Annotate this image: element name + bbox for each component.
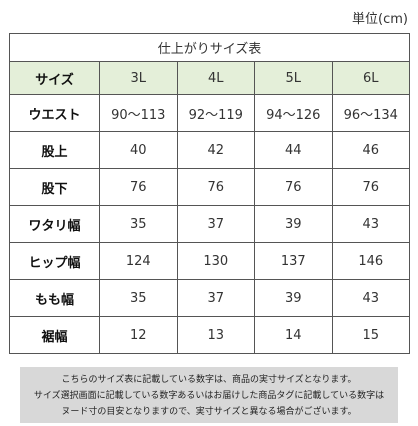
cell-value: 37 — [176, 205, 255, 243]
row-label-waist: ウエスト — [9, 94, 100, 132]
header-size-3l: 3L — [99, 61, 178, 95]
cell-value: 43 — [331, 205, 410, 243]
row-rise: 股上 40 42 44 46 — [9, 131, 410, 169]
row-label-inseam: 股下 — [9, 168, 100, 206]
size-table: 仕上がりサイズ表 サイズ 3L 4L 5L 6L ウエスト 90～113 92～… — [9, 33, 410, 354]
cell-value: 76 — [254, 168, 333, 206]
table-title: 仕上がりサイズ表 — [9, 33, 410, 62]
cell-value: 42 — [176, 131, 255, 169]
row-inseam: 股下 76 76 76 76 — [9, 168, 410, 206]
note-line: ヌード寸の目安となりますので、実寸サイズと異なる場合がございます。 — [61, 407, 357, 417]
cell-value: 76 — [176, 168, 255, 206]
cell-value: 44 — [254, 131, 333, 169]
cell-value: 15 — [331, 316, 410, 354]
row-label-thigh: もも幅 — [9, 279, 100, 317]
cell-value: 13 — [176, 316, 255, 354]
cell-value: 39 — [254, 279, 333, 317]
cell-value: 35 — [99, 279, 178, 317]
header-size-label: サイズ — [9, 61, 100, 95]
cell-value: 14 — [254, 316, 333, 354]
row-hem-width: 裾幅 12 13 14 15 — [9, 316, 410, 354]
header-size-5l: 5L — [254, 61, 333, 95]
row-hip-width: ヒップ幅 124 130 137 146 — [9, 242, 410, 280]
header-size-6l: 6L — [331, 61, 410, 95]
cell-value: 35 — [99, 205, 178, 243]
disclaimer-note: こちらのサイズ表に記載している数字は、商品の実寸サイズとなります。 サイズ選択画… — [20, 367, 398, 423]
cell-value: 39 — [254, 205, 333, 243]
row-label-rise: 股上 — [9, 131, 100, 169]
cell-value: 124 — [99, 242, 178, 280]
row-label-hip-width: ヒップ幅 — [9, 242, 100, 280]
cell-value: 94～126 — [254, 94, 333, 132]
row-label-thigh-width: ワタリ幅 — [9, 205, 100, 243]
header-size-4l: 4L — [176, 61, 255, 95]
row-thigh-width: ワタリ幅 35 37 39 43 — [9, 205, 410, 243]
unit-label: 単位(cm) — [352, 12, 408, 27]
row-waist: ウエスト 90～113 92～119 94～126 96～134 — [9, 94, 410, 132]
cell-value: 43 — [331, 279, 410, 317]
note-line: こちらのサイズ表に記載している数字は、商品の実寸サイズとなります。 — [61, 375, 357, 385]
row-thigh: もも幅 35 37 39 43 — [9, 279, 410, 317]
table-header-row: サイズ 3L 4L 5L 6L — [9, 61, 410, 95]
cell-value: 40 — [99, 131, 178, 169]
cell-value: 12 — [99, 316, 178, 354]
cell-value: 76 — [99, 168, 178, 206]
cell-value: 137 — [254, 242, 333, 280]
table-title-row: 仕上がりサイズ表 — [9, 33, 410, 62]
row-label-hem-width: 裾幅 — [9, 316, 100, 354]
note-line: サイズ選択画面に記載している数字あるいはお届けした商品タグに記載している数字は — [33, 391, 385, 401]
cell-value: 76 — [331, 168, 410, 206]
cell-value: 46 — [331, 131, 410, 169]
cell-value: 92～119 — [176, 94, 255, 132]
cell-value: 130 — [176, 242, 255, 280]
cell-value: 90～113 — [99, 94, 178, 132]
cell-value: 37 — [176, 279, 255, 317]
cell-value: 96～134 — [331, 94, 410, 132]
cell-value: 146 — [331, 242, 410, 280]
